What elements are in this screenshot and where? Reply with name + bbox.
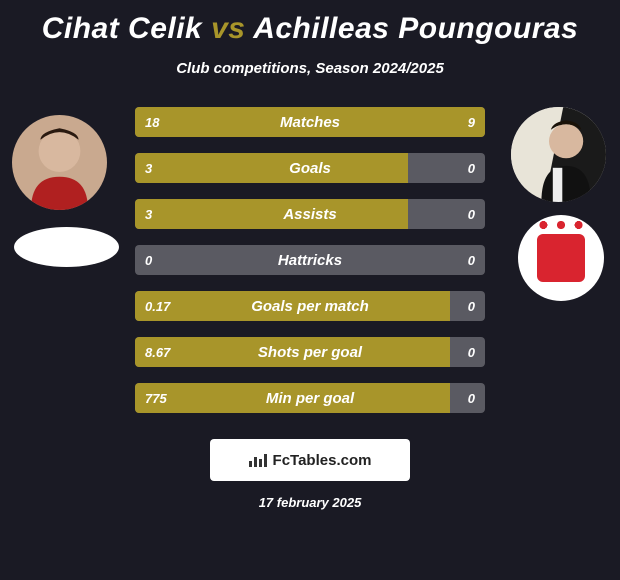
stat-label: Min per goal bbox=[135, 390, 485, 407]
player2-name: Achilleas Poungouras bbox=[253, 12, 578, 45]
footer-date: 17 february 2025 bbox=[0, 495, 620, 510]
stat-value-right: 0 bbox=[468, 161, 475, 176]
stat-value-right: 0 bbox=[468, 207, 475, 222]
stat-value-right: 9 bbox=[468, 115, 475, 130]
stat-row: 3Goals0 bbox=[135, 153, 485, 183]
chart-icon bbox=[249, 451, 267, 470]
stat-row: 0Hattricks0 bbox=[135, 245, 485, 275]
player1-avatar bbox=[12, 115, 107, 210]
stat-label: Goals bbox=[135, 160, 485, 177]
stat-value-right: 0 bbox=[468, 253, 475, 268]
page-title: Cihat Celik vs Achilleas Poungouras bbox=[0, 0, 620, 46]
stat-row: 775Min per goal0 bbox=[135, 383, 485, 413]
footer-attribution: FcTables.com bbox=[210, 439, 410, 481]
comparison-body: 18Matches93Goals03Assists00Hattricks00.1… bbox=[0, 107, 620, 413]
player2-avatar bbox=[511, 107, 606, 202]
stat-value-right: 0 bbox=[468, 345, 475, 360]
stat-label: Shots per goal bbox=[135, 344, 485, 361]
footer-site: FcTables.com bbox=[273, 452, 372, 469]
stat-row: 0.17Goals per match0 bbox=[135, 291, 485, 321]
player1-club-badge bbox=[14, 227, 119, 267]
stat-label: Assists bbox=[135, 206, 485, 223]
stat-value-right: 0 bbox=[468, 391, 475, 406]
stat-label: Hattricks bbox=[135, 252, 485, 269]
player2-club-badge bbox=[518, 215, 604, 301]
stat-label: Matches bbox=[135, 114, 485, 131]
player1-name: Cihat Celik bbox=[42, 12, 203, 45]
stat-row: 3Assists0 bbox=[135, 199, 485, 229]
subtitle: Club competitions, Season 2024/2025 bbox=[0, 60, 620, 77]
stats-bars: 18Matches93Goals03Assists00Hattricks00.1… bbox=[135, 107, 485, 413]
vs-text: vs bbox=[211, 12, 245, 45]
stat-value-right: 0 bbox=[468, 299, 475, 314]
sivasspor-logo bbox=[537, 234, 585, 282]
stat-label: Goals per match bbox=[135, 298, 485, 315]
stat-row: 8.67Shots per goal0 bbox=[135, 337, 485, 367]
stat-row: 18Matches9 bbox=[135, 107, 485, 137]
